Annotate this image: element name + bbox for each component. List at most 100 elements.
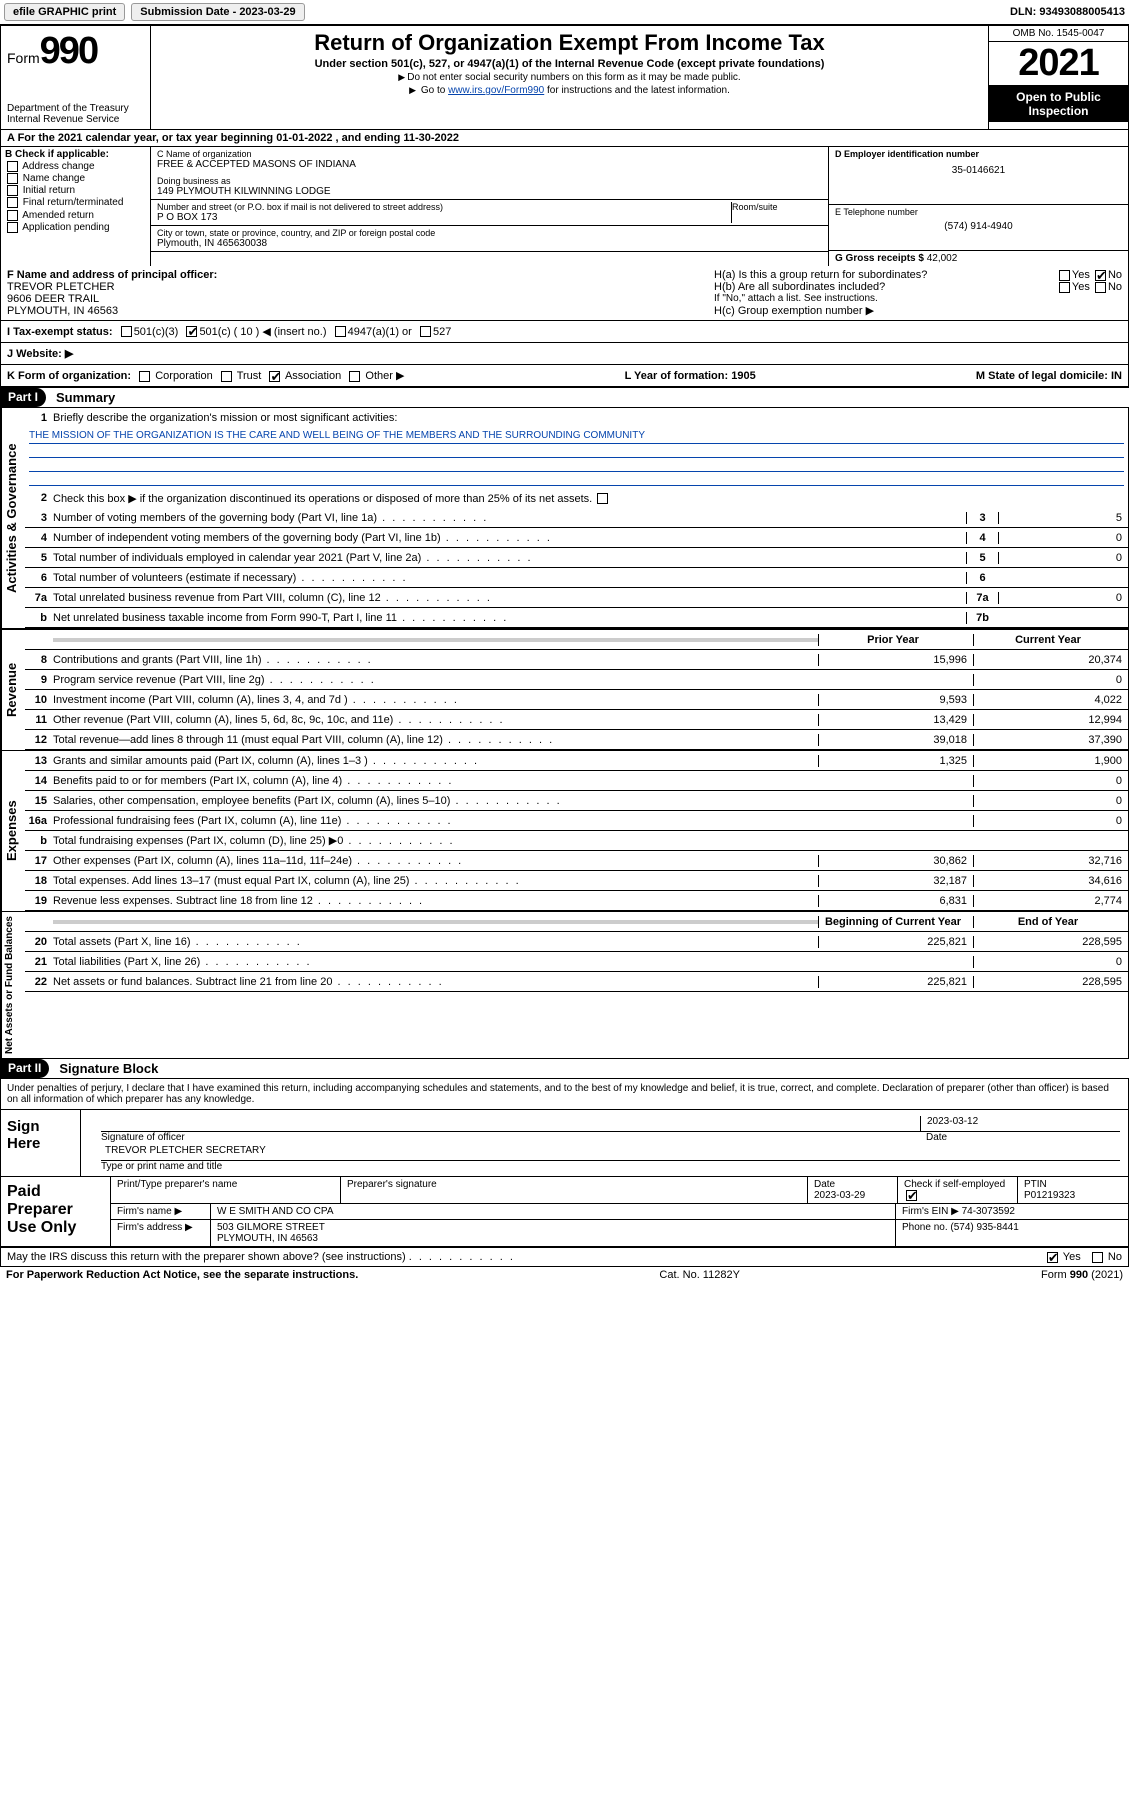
firm-ein: Firm's EIN ▶ 74-3073592 [896,1204,1128,1219]
ptin-label: PTIN [1024,1179,1047,1190]
efile-button[interactable]: efile GRAPHIC print [4,3,125,21]
form-title: Return of Organization Exempt From Incom… [159,30,980,56]
chk-name-change[interactable]: Name change [5,173,146,184]
chk-address-change[interactable]: Address change [5,161,146,172]
firm-name: W E SMITH AND CO CPA [211,1204,896,1219]
prep-row-3: Firm's address ▶ 503 GILMORE STREETPLYMO… [111,1220,1128,1246]
chk-application-pending[interactable]: Application pending [5,222,146,233]
box-f: F Name and address of principal officer:… [1,266,708,320]
ha-row: H(a) Is this a group return for subordin… [714,269,1122,281]
chk-4947[interactable] [335,326,346,337]
page-footer: For Paperwork Reduction Act Notice, see … [0,1267,1129,1283]
chk-discuss-yes[interactable] [1047,1252,1058,1263]
chk-initial-return[interactable]: Initial return [5,185,146,196]
row-klm: K Form of organization: Corporation Trus… [0,365,1129,388]
summary-line: 3Number of voting members of the governi… [25,508,1128,528]
street-address: P O BOX 173 [157,212,731,223]
vlabel-governance: Activities & Governance [1,408,25,628]
revenue-header: Prior Year Current Year [25,630,1128,650]
street-label: Number and street (or P.O. box if mail i… [157,202,731,212]
form-ref: Form 990 (2021) [1041,1269,1123,1281]
chk-other[interactable] [349,371,360,382]
form-label: Form [7,50,40,66]
header-left: Form990 Department of the Treasury Inter… [1,26,151,129]
chk-assoc[interactable] [269,371,280,382]
ptin-value: P01219323 [1024,1190,1075,1201]
opt-527: 527 [433,326,451,338]
hc-row: H(c) Group exemption number ▶ [714,304,1122,317]
hb-row: H(b) Are all subordinates included? Yes … [714,281,1122,293]
omb-number: OMB No. 1545-0047 [989,26,1128,42]
revenue-block: Revenue Prior Year Current Year 8Contrib… [0,628,1129,750]
box-g: G Gross receipts $ 42,002 [829,251,1128,266]
chk-final-return[interactable]: Final return/terminated [5,197,146,208]
street-row: Number and street (or P.O. box if mail i… [151,200,828,226]
summary-line: 15Salaries, other compensation, employee… [25,791,1128,811]
part1-badge: Part I [0,388,46,407]
box-c: C Name of organization FREE & ACCEPTED M… [151,147,1128,266]
part2-header-row: Part II Signature Block [0,1059,1129,1079]
dba-name: 149 PLYMOUTH KILWINNING LODGE [157,186,822,197]
k-label: K Form of organization: [7,370,131,382]
netassets-block: Net Assets or Fund Balances Beginning of… [0,911,1129,1059]
chk-527[interactable] [420,326,431,337]
chk-corp[interactable] [139,371,150,382]
chk-trust[interactable] [221,371,232,382]
part2-title: Signature Block [49,1059,168,1078]
officer-label: F Name and address of principal officer: [7,269,217,281]
box-m: M State of legal domicile: IN [976,370,1122,382]
netassets-header: Beginning of Current Year End of Year [25,912,1128,932]
officer-printed: TREVOR PLETCHER SECRETARY [101,1145,1120,1160]
summary-line: bTotal fundraising expenses (Part IX, co… [25,831,1128,851]
firm-addr1: 503 GILMORE STREET [217,1222,325,1233]
part1-title: Summary [46,388,125,407]
chk-501c3[interactable] [121,326,132,337]
chk-amended-return[interactable]: Amended return [5,210,146,221]
opt-501c3: 501(c)(3) [134,326,179,338]
dept-label: Department of the Treasury [7,103,144,114]
chk-discuss-no[interactable] [1092,1252,1103,1263]
gross-value: 42,002 [927,253,958,264]
opt-501c: 501(c) ( 10 ) ◀ (insert no.) [199,325,326,338]
summary-line: bNet unrelated business taxable income f… [25,608,1128,628]
firm-phone: Phone no. (574) 935-8441 [896,1220,1128,1246]
vlabel-revenue: Revenue [1,630,25,750]
section-bcdeg: B Check if applicable: Address change Na… [0,147,1129,266]
row-fh: F Name and address of principal officer:… [0,266,1129,321]
goto-note: Go to www.irs.gov/Form990 for instructio… [159,85,980,96]
line-1: 1 Briefly describe the organization's mi… [25,408,1128,428]
gross-label: G Gross receipts $ [835,253,924,264]
chk-self-employed[interactable] [906,1190,917,1201]
opt-assoc: Association [285,370,341,382]
summary-line: 11Other revenue (Part VIII, column (A), … [25,710,1128,730]
part1-header-row: Part I Summary [0,388,1129,408]
header-right: OMB No. 1545-0047 2021 Open to Public In… [988,26,1128,129]
date-label: Date [920,1132,1120,1143]
h-note: If "No," attach a list. See instructions… [714,293,1122,304]
org-name-label: C Name of organization [157,149,822,159]
part2-badge: Part II [0,1059,49,1078]
pra-notice: For Paperwork Reduction Act Notice, see … [6,1269,358,1281]
box-b: B Check if applicable: Address change Na… [1,147,151,266]
opt-other: Other ▶ [365,370,404,382]
expenses-block: Expenses 13Grants and similar amounts pa… [0,750,1129,911]
officer-sig-line[interactable]: 2023-03-12 [101,1116,1120,1132]
org-name-cell: C Name of organization FREE & ACCEPTED M… [151,147,828,200]
summary-line: 17Other expenses (Part IX, column (A), l… [25,851,1128,871]
box-l: L Year of formation: 1905 [625,370,756,382]
summary-line: 22Net assets or fund balances. Subtract … [25,972,1128,992]
summary-line: 6Total number of volunteers (estimate if… [25,568,1128,588]
chk-lbl-4: Amended return [22,210,94,221]
form-number: 990 [40,30,97,72]
irs-link[interactable]: www.irs.gov/Form990 [448,85,544,96]
chk-501c[interactable] [186,326,197,337]
row-j-website: J Website: ▶ [0,343,1129,365]
summary-line: 21Total liabilities (Part X, line 26)0 [25,952,1128,972]
opt-4947: 4947(a)(1) or [348,326,412,338]
summary-line: 12Total revenue—add lines 8 through 11 (… [25,730,1128,750]
chk-lbl-5: Application pending [22,222,109,233]
opt-trust: Trust [237,370,262,382]
chk-discontinued[interactable] [597,493,608,504]
firm-addr2: PLYMOUTH, IN 46563 [217,1233,318,1244]
tax-year: 2021 [989,42,1128,86]
